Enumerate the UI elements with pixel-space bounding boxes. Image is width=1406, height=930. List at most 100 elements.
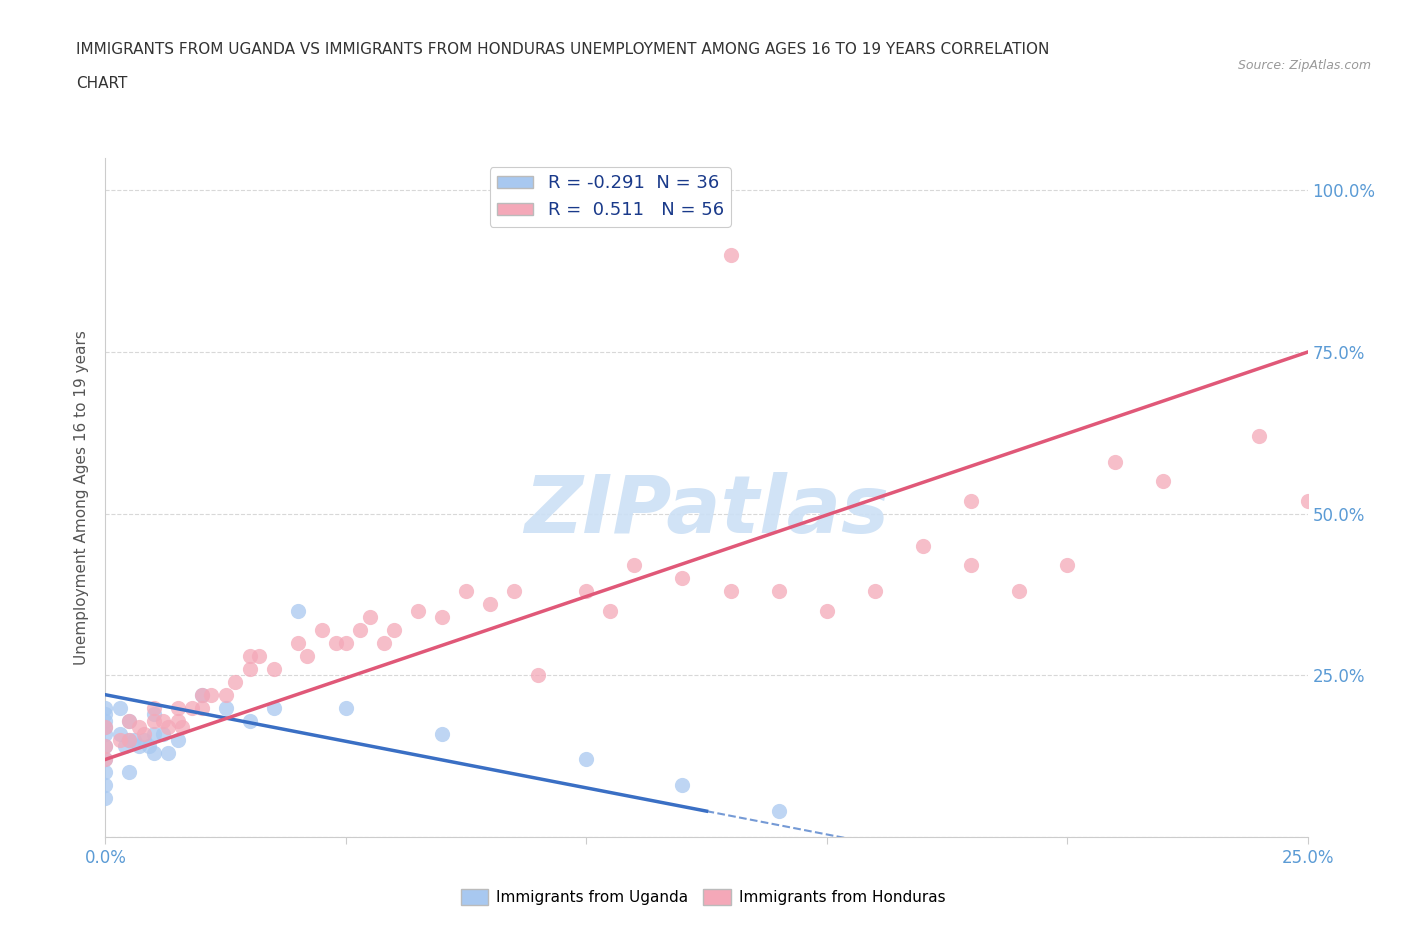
Point (108, 733, 131, 748)
Point (430, 726, 453, 741)
Point (94, 700, 117, 715)
Point (575, 584, 598, 599)
Point (152, 726, 174, 741)
Point (94, 726, 117, 741)
Point (671, 777, 693, 792)
Point (94, 739, 117, 754)
Point (118, 764, 141, 779)
Point (94, 752, 117, 767)
Text: CHART: CHART (76, 76, 128, 91)
Point (311, 623, 333, 638)
Point (503, 584, 526, 599)
Point (527, 668, 550, 683)
Point (1152, 474, 1174, 489)
Point (382, 623, 405, 638)
Point (114, 739, 136, 754)
Point (263, 661, 285, 676)
Point (142, 713, 165, 728)
Point (349, 623, 371, 638)
Point (768, 804, 790, 818)
Point (94, 764, 117, 779)
Point (94, 752, 117, 767)
Point (1056, 558, 1078, 573)
Point (94, 713, 117, 728)
Point (94, 720, 117, 735)
Point (623, 558, 645, 573)
Point (128, 720, 150, 735)
Point (128, 739, 150, 754)
Point (142, 746, 165, 761)
Point (118, 733, 141, 748)
Point (599, 604, 621, 618)
Point (720, 584, 742, 599)
Point (239, 713, 262, 728)
Point (406, 604, 429, 618)
Point (132, 733, 155, 748)
Point (108, 700, 131, 715)
Point (166, 700, 188, 715)
Point (94, 790, 117, 805)
Point (172, 720, 194, 735)
Point (239, 648, 262, 663)
Point (142, 726, 165, 741)
Point (190, 687, 212, 702)
Point (1296, 493, 1319, 508)
Point (200, 687, 222, 702)
Point (373, 635, 395, 650)
Point (359, 610, 381, 625)
Point (671, 571, 693, 586)
Point (94, 777, 117, 792)
Text: IMMIGRANTS FROM UGANDA VS IMMIGRANTS FROM HONDURAS UNEMPLOYMENT AMONG AGES 16 TO: IMMIGRANTS FROM UGANDA VS IMMIGRANTS FRO… (76, 42, 1049, 57)
Point (287, 635, 309, 650)
Point (263, 700, 285, 715)
Point (166, 733, 188, 748)
Point (142, 707, 165, 722)
Point (94, 720, 117, 735)
Point (911, 538, 934, 553)
Point (768, 584, 790, 599)
Point (124, 733, 146, 748)
Point (190, 687, 212, 702)
Point (297, 648, 319, 663)
Y-axis label: Unemployment Among Ages 16 to 19 years: Unemployment Among Ages 16 to 19 years (75, 330, 90, 665)
Point (863, 584, 886, 599)
Point (214, 700, 236, 715)
Point (108, 726, 131, 741)
Point (94, 739, 117, 754)
Point (325, 635, 347, 650)
Point (239, 661, 262, 676)
Point (118, 713, 141, 728)
Point (94, 707, 117, 722)
Point (118, 733, 141, 748)
Point (142, 700, 165, 715)
Point (138, 739, 160, 754)
Point (118, 713, 141, 728)
Legend: Immigrants from Uganda, Immigrants from Honduras: Immigrants from Uganda, Immigrants from … (454, 883, 952, 911)
Point (1249, 429, 1271, 444)
Legend: R = -0.291  N = 36, R =  0.511   N = 56: R = -0.291 N = 36, R = 0.511 N = 56 (489, 167, 731, 227)
Point (454, 584, 477, 599)
Text: ZIPatlas: ZIPatlas (524, 472, 889, 551)
Point (132, 726, 155, 741)
Point (1104, 455, 1126, 470)
Point (1008, 584, 1031, 599)
Point (190, 700, 212, 715)
Point (960, 493, 983, 508)
Point (287, 604, 309, 618)
Point (181, 700, 204, 715)
Point (815, 604, 838, 618)
Point (247, 648, 270, 663)
Text: Source: ZipAtlas.com: Source: ZipAtlas.com (1237, 59, 1371, 72)
Point (152, 713, 174, 728)
Point (335, 700, 357, 715)
Point (156, 746, 179, 761)
Point (575, 752, 598, 767)
Point (335, 635, 357, 650)
Point (214, 687, 236, 702)
Point (960, 558, 983, 573)
Point (224, 674, 246, 689)
Point (166, 713, 188, 728)
Point (479, 597, 502, 612)
Point (156, 720, 179, 735)
Point (720, 247, 742, 262)
